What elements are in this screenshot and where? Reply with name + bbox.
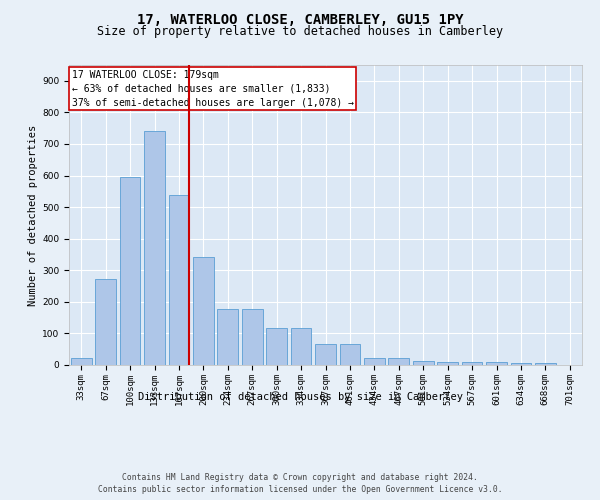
Bar xyxy=(290,328,311,365)
Bar xyxy=(95,279,116,365)
Text: Distribution of detached houses by size in Camberley: Distribution of detached houses by size … xyxy=(137,392,463,402)
Bar xyxy=(413,361,434,365)
Bar xyxy=(486,362,507,365)
Bar xyxy=(461,362,482,365)
Y-axis label: Number of detached properties: Number of detached properties xyxy=(28,124,38,306)
Text: 17, WATERLOO CLOSE, CAMBERLEY, GU15 1PY: 17, WATERLOO CLOSE, CAMBERLEY, GU15 1PY xyxy=(137,12,463,26)
Text: Contains public sector information licensed under the Open Government Licence v3: Contains public sector information licen… xyxy=(98,485,502,494)
Bar xyxy=(169,196,190,365)
Bar xyxy=(511,364,532,365)
Bar xyxy=(340,344,361,365)
Bar xyxy=(315,344,336,365)
Text: Size of property relative to detached houses in Camberley: Size of property relative to detached ho… xyxy=(97,25,503,38)
Bar xyxy=(193,256,214,365)
Bar xyxy=(144,130,165,365)
Bar xyxy=(119,177,140,365)
Bar xyxy=(388,358,409,365)
Bar xyxy=(437,362,458,365)
Bar xyxy=(364,358,385,365)
Bar xyxy=(71,358,92,365)
Text: 17 WATERLOO CLOSE: 179sqm
← 63% of detached houses are smaller (1,833)
37% of se: 17 WATERLOO CLOSE: 179sqm ← 63% of detac… xyxy=(71,70,353,108)
Bar xyxy=(217,309,238,365)
Text: Contains HM Land Registry data © Crown copyright and database right 2024.: Contains HM Land Registry data © Crown c… xyxy=(122,472,478,482)
Bar xyxy=(266,328,287,365)
Bar xyxy=(242,309,263,365)
Bar xyxy=(535,364,556,365)
